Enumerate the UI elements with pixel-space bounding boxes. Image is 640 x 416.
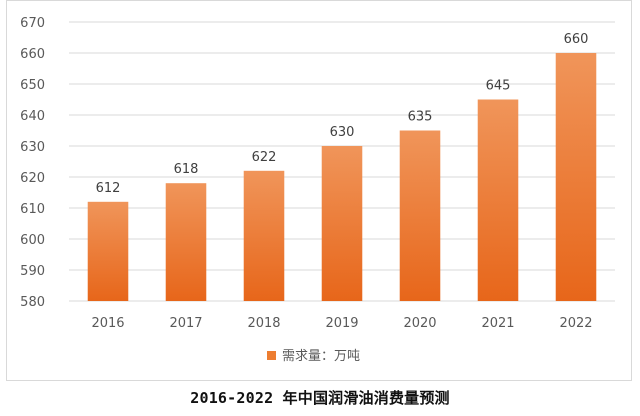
x-tick-label-2021: 2021 bbox=[481, 316, 514, 331]
chart-caption: 2016-2022 年中国润滑油消费量预测 bbox=[190, 389, 450, 407]
x-tick-label-2020: 2020 bbox=[403, 316, 436, 331]
y-tick-label: 620 bbox=[20, 171, 45, 186]
data-label-2016: 612 bbox=[96, 181, 121, 196]
bar-2019 bbox=[321, 146, 363, 301]
bar-2017 bbox=[165, 183, 207, 301]
x-tick-label-2022: 2022 bbox=[559, 316, 592, 331]
y-tick-label: 670 bbox=[20, 16, 45, 31]
y-tick-label: 590 bbox=[20, 264, 45, 279]
data-label-2022: 660 bbox=[564, 32, 589, 47]
bar-2016 bbox=[87, 201, 129, 301]
bar-2020 bbox=[399, 130, 441, 301]
data-label-2021: 645 bbox=[486, 79, 511, 94]
data-labels: 612 618 622 630 635 645 660 bbox=[96, 32, 589, 196]
x-tick-label-2018: 2018 bbox=[247, 316, 280, 331]
legend-swatch bbox=[267, 351, 276, 360]
x-tick-label-2017: 2017 bbox=[169, 316, 202, 331]
legend: 需求量：万吨 bbox=[267, 349, 360, 364]
bar-2021 bbox=[477, 99, 519, 301]
bar-2018 bbox=[243, 170, 285, 301]
bar-chart: 580 590 600 610 620 630 640 650 660 670 612 618 622… bbox=[20, 16, 615, 364]
y-tick-label: 610 bbox=[20, 202, 45, 217]
y-tick-label: 580 bbox=[20, 295, 45, 310]
y-tick-label: 600 bbox=[20, 233, 45, 248]
data-label-2019: 630 bbox=[330, 125, 355, 140]
chart-frame: 580 590 600 610 620 630 640 650 660 670 612 618 622… bbox=[6, 0, 632, 381]
data-label-2020: 635 bbox=[408, 110, 433, 125]
y-tick-label: 640 bbox=[20, 109, 45, 124]
data-label-2017: 618 bbox=[174, 162, 199, 177]
x-tick-label-2016: 2016 bbox=[91, 316, 124, 331]
y-tick-label: 630 bbox=[20, 140, 45, 155]
legend-label: 需求量：万吨 bbox=[282, 349, 360, 364]
y-tick-label: 660 bbox=[20, 47, 45, 62]
x-tick-label-2019: 2019 bbox=[325, 316, 358, 331]
bar-2022 bbox=[555, 53, 597, 301]
y-axis-ticks: 580 590 600 610 620 630 640 650 660 670 bbox=[20, 16, 45, 310]
data-label-2018: 622 bbox=[252, 150, 277, 165]
y-tick-label: 650 bbox=[20, 78, 45, 93]
x-axis-ticks: 2016 2017 2018 2019 2020 2021 2022 bbox=[91, 316, 592, 331]
bars bbox=[87, 53, 597, 301]
